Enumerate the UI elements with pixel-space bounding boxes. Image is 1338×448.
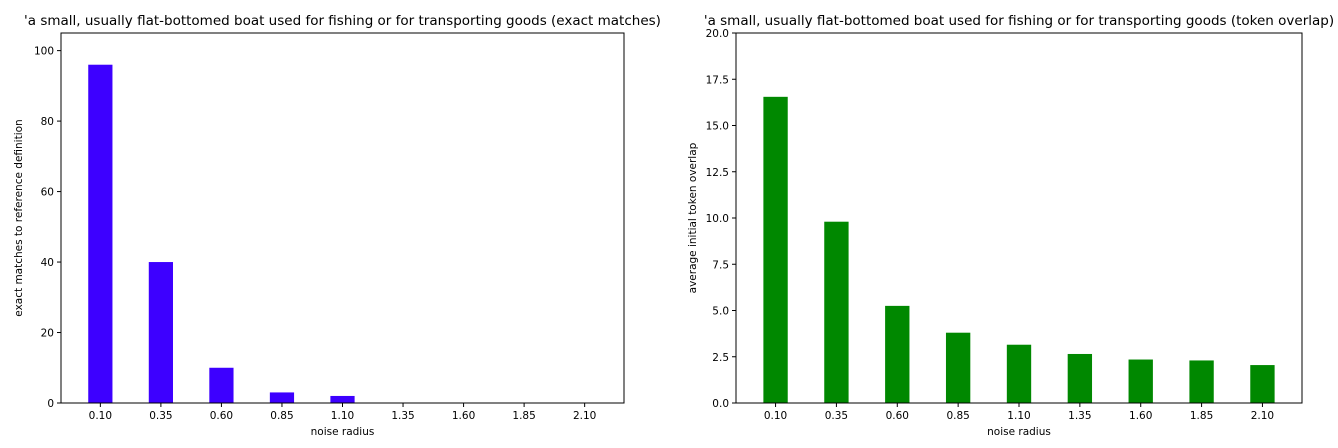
x-tick-label: 1.10: [1007, 410, 1030, 422]
bar-0.10: [88, 64, 113, 403]
x-tick-label: 1.10: [331, 410, 354, 422]
x-tick-label: 1.60: [1129, 410, 1152, 422]
bars: [88, 64, 355, 403]
bars: [763, 96, 1275, 403]
bar-2.10: [1250, 365, 1275, 403]
y-tick-label: 10.0: [706, 213, 729, 225]
x-tick-label: 0.85: [270, 410, 293, 422]
y-tick-label: 20.0: [706, 28, 729, 40]
x-axis-label: noise radius: [987, 426, 1051, 438]
bar-1.35: [1067, 353, 1093, 403]
bar-0.10: [763, 96, 788, 403]
y-tick-label: 15.0: [706, 121, 729, 133]
x-tick-label: 1.85: [1190, 410, 1213, 422]
y-tick-label: 0: [47, 398, 54, 410]
x-tick-label: 2.10: [1251, 410, 1274, 422]
x-tick-label: 0.60: [886, 410, 909, 422]
chart-title: 'a small, usually flat-bottomed boat use…: [24, 13, 661, 29]
bar-0.85: [269, 392, 295, 403]
x-tick-label: 0.35: [825, 410, 848, 422]
x-tick-label: 0.10: [89, 410, 112, 422]
y-tick-label: 5.0: [712, 306, 729, 318]
y-tick-label: 40: [41, 257, 54, 269]
x-tick-label: 0.85: [946, 410, 969, 422]
y-tick-label: 80: [41, 116, 54, 128]
y-tick-label: 20: [41, 328, 54, 340]
x-axis-label: noise radius: [311, 426, 375, 438]
x-tick-label: 1.35: [391, 410, 414, 422]
chart-token-overlap: 'a small, usually flat-bottomed boat use…: [687, 13, 1334, 438]
x-tick-label: 0.10: [764, 410, 787, 422]
x-tick-label: 1.85: [512, 410, 535, 422]
y-axis-ticks: 0 20 40 60 80 100: [34, 46, 61, 410]
y-tick-label: 12.5: [706, 167, 729, 179]
chart-title: 'a small, usually flat-bottomed boat use…: [704, 13, 1334, 29]
y-axis-ticks: 0.0 2.5 5.0 7.5 10.0 12.5 15.0 17.5 20.0: [706, 28, 736, 410]
x-axis-ticks: 0.10 0.35 0.60 0.85 1.10 1.35 1.60 1.85 2.10: [89, 403, 596, 422]
y-tick-label: 7.5: [712, 259, 729, 271]
x-tick-label: 0.60: [210, 410, 233, 422]
bar-1.60: [1128, 359, 1153, 403]
chart-exact-matches: 'a small, usually flat-bottomed boat use…: [13, 13, 661, 438]
y-tick-label: 2.5: [712, 352, 729, 364]
bar-0.60: [885, 305, 910, 403]
x-tick-label: 2.10: [573, 410, 596, 422]
y-axis-label: average initial token overlap: [687, 142, 699, 293]
y-axis-label: exact matches to reference definition: [13, 119, 25, 316]
bar-0.35: [824, 221, 849, 403]
x-tick-label: 1.35: [1068, 410, 1091, 422]
x-tick-label: 1.60: [452, 410, 475, 422]
bar-0.60: [209, 367, 234, 403]
bar-1.85: [1189, 360, 1214, 403]
bar-0.85: [945, 332, 971, 403]
bar-1.10: [1006, 344, 1032, 403]
y-tick-label: 100: [34, 46, 54, 58]
y-tick-label: 60: [41, 187, 54, 199]
bar-1.10: [330, 395, 355, 403]
y-tick-label: 0.0: [712, 398, 729, 410]
y-tick-label: 17.5: [706, 74, 729, 86]
x-tick-label: 0.35: [149, 410, 172, 422]
x-axis-ticks: 0.10 0.35 0.60 0.85 1.10 1.35 1.60 1.85 2.10: [764, 403, 1274, 422]
bar-0.35: [148, 262, 173, 403]
plot-frame: [60, 32, 625, 404]
